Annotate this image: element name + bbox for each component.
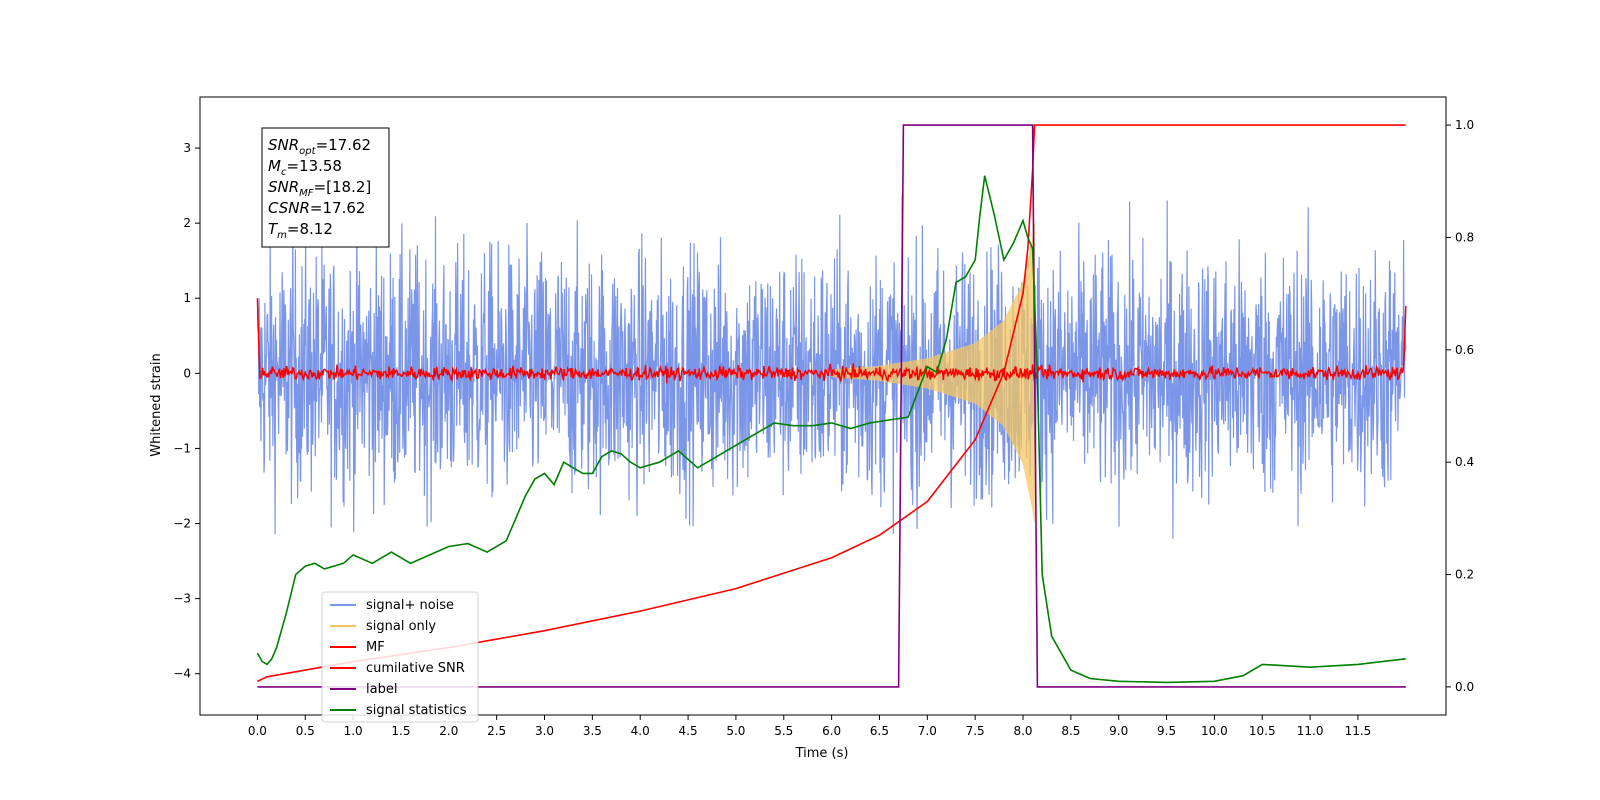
legend-entry: signal+ noise — [366, 598, 454, 613]
x-tick-label: 1.5 — [391, 724, 410, 738]
y-tick-label: 3 — [183, 141, 191, 155]
legend-entry: MF — [366, 640, 385, 655]
x-tick-label: 5.5 — [774, 724, 793, 738]
x-axis-label: Time (s) — [795, 746, 849, 761]
y2-tick-label: 0.8 — [1455, 230, 1474, 244]
y-axis-right: 0.0 0.2 0.4 0.6 0.8 1.0 — [1446, 118, 1474, 694]
legend-entry: signal only — [366, 619, 436, 634]
x-tick-label: 3.0 — [535, 724, 554, 738]
y-tick-label: −2 — [173, 517, 191, 531]
x-tick-label: 3.5 — [583, 724, 602, 738]
y-tick-label: −3 — [173, 592, 191, 606]
x-tick-label: 8.0 — [1013, 724, 1032, 738]
x-tick-label: 0.0 — [248, 724, 267, 738]
annotation-line: CSNR=17.62 — [268, 199, 365, 217]
legend-entry: signal statistics — [366, 703, 467, 718]
y2-tick-label: 1.0 — [1455, 118, 1474, 132]
annotation-line: SNRMF=[18.2] — [268, 178, 371, 199]
legend: signal+ noise signal only MF cumilative SNR… — [321, 591, 479, 723]
x-tick-label: 10.5 — [1249, 724, 1276, 738]
y-axis-label: Whitened strain — [149, 353, 164, 456]
axes-border — [199, 96, 1447, 716]
series-mf — [256, 298, 1407, 384]
x-tick-label: 9.0 — [1109, 724, 1128, 738]
series-label — [257, 124, 1406, 688]
x-tick-label: 9.5 — [1157, 724, 1176, 738]
legend-entry: cumilative SNR — [366, 661, 465, 676]
x-tick-label: 8.5 — [1061, 724, 1080, 738]
axes-frame — [199, 96, 1447, 716]
y2-tick-label: 0.4 — [1455, 455, 1474, 469]
x-tick-label: 4.0 — [631, 724, 650, 738]
legend-frame — [321, 591, 479, 723]
y-tick-label: 0 — [183, 366, 191, 380]
x-tick-label: 4.5 — [679, 724, 698, 738]
x-tick-label: 5.0 — [726, 724, 745, 738]
x-tick-label: 7.5 — [966, 724, 985, 738]
x-tick-label: 0.5 — [296, 724, 315, 738]
x-tick-label: 1.0 — [344, 724, 363, 738]
x-tick-label: 10.0 — [1201, 724, 1228, 738]
y2-tick-label: 0.0 — [1455, 680, 1474, 694]
x-tick-label: 6.0 — [822, 724, 841, 738]
annotation-line: Mc=13.58 — [268, 157, 342, 178]
annotation-frame — [261, 127, 390, 248]
y-tick-label: 1 — [183, 291, 191, 305]
x-tick-label: 11.5 — [1345, 724, 1372, 738]
x-tick-label: 6.5 — [870, 724, 889, 738]
y-tick-label: 2 — [183, 216, 191, 230]
legend-entry: label — [366, 682, 397, 697]
y2-tick-label: 0.6 — [1455, 343, 1474, 357]
series-signal-noise — [256, 194, 1407, 539]
annotation-line: SNRopt=17.62 — [268, 136, 371, 157]
x-tick-label: 2.5 — [487, 724, 506, 738]
annotation-box: SNRopt=17.62Mc=13.58SNRMF=[18.2]CSNR=17.… — [261, 127, 390, 248]
x-axis: 0.0 0.5 1.0 1.5 2.0 2.5 3.0 3.5 4.0 4.5 5.0 5.5 6.0 6… — [248, 715, 1371, 738]
x-tick-label: 2.0 — [439, 724, 458, 738]
series-signal-statistics — [256, 175, 1406, 684]
x-tick-label: 11.0 — [1297, 724, 1324, 738]
annotation-line: Tm=8.12 — [268, 220, 333, 241]
y-tick-label: −1 — [173, 441, 191, 455]
y-axis-left: −4 −3 −2 −1 0 1 2 3 — [173, 141, 200, 681]
y2-tick-label: 0.2 — [1455, 568, 1474, 582]
y-tick-label: −4 — [173, 667, 191, 681]
x-tick-label: 7.0 — [918, 724, 937, 738]
